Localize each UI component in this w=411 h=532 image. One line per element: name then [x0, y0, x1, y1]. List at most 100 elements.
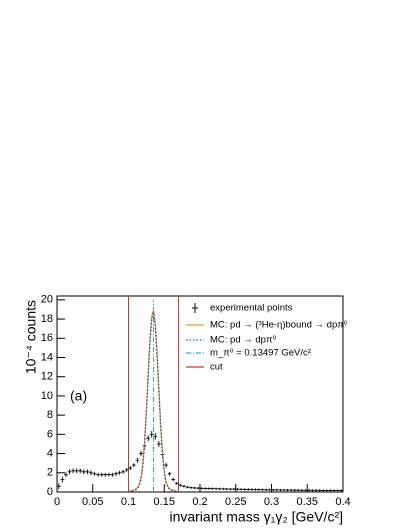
data-point	[264, 488, 268, 491]
data-point	[221, 487, 226, 491]
data-point	[203, 487, 208, 490]
data-point	[321, 489, 326, 492]
x-tick-label: 0.25	[225, 496, 246, 508]
y-tick-label: 20	[41, 294, 53, 306]
data-point	[246, 488, 251, 491]
data-point	[325, 489, 329, 492]
x-tick-label: 0.35	[297, 496, 318, 508]
data-point	[310, 489, 315, 492]
data-point	[171, 477, 175, 482]
data-point	[178, 483, 183, 487]
data-point	[167, 471, 172, 476]
data-point	[307, 489, 311, 492]
data-point	[199, 487, 204, 490]
data-point	[78, 468, 83, 474]
data-point	[103, 472, 108, 477]
data-point	[239, 488, 243, 491]
data-point	[132, 463, 136, 468]
x-tick-label: 0	[54, 496, 60, 508]
data-point	[153, 432, 158, 440]
data-point	[257, 488, 261, 491]
data-point	[332, 489, 336, 492]
data-point	[267, 488, 272, 491]
data-point	[282, 488, 286, 492]
data-point	[235, 488, 240, 491]
data-point	[128, 466, 133, 470]
data-point	[71, 468, 75, 474]
data-point	[217, 487, 222, 490]
data-point	[335, 489, 340, 492]
x-tick-label: 0.3	[264, 496, 279, 508]
data-point	[82, 469, 86, 475]
data-point	[157, 441, 161, 447]
legend-label: experimental points	[210, 303, 293, 314]
data-point	[210, 487, 215, 490]
legend-label: cut	[210, 362, 223, 373]
x-tick-label: 0.05	[82, 496, 103, 508]
data-point	[124, 467, 129, 472]
data-point	[225, 487, 229, 491]
data-point	[296, 489, 301, 492]
data-point	[289, 488, 293, 492]
data-point	[253, 488, 258, 491]
x-axis-title: invariant mass γ₁γ₂ [GeV/c²]	[169, 509, 343, 525]
data-point	[96, 472, 100, 477]
legend-label: MC: pd → (³He-η)bound → dpπ⁰	[210, 320, 348, 331]
data-point	[149, 430, 154, 438]
data-point	[121, 469, 125, 474]
data-point	[278, 488, 283, 492]
mc-curve	[128, 309, 179, 493]
y-tick-label: 18	[41, 313, 53, 325]
data-point	[185, 486, 190, 489]
data-point	[339, 489, 344, 492]
x-tick-label: 0.4	[335, 496, 350, 508]
data-point	[107, 472, 111, 477]
data-point	[271, 488, 276, 492]
data-point	[228, 487, 233, 491]
y-tick-label: 12	[41, 371, 53, 383]
data-point	[56, 483, 61, 490]
y-tick-label: 6	[47, 428, 53, 440]
x-tick-label: 0.15	[154, 496, 175, 508]
data-point	[292, 489, 297, 492]
x-tick-label: 0.2	[192, 496, 207, 508]
data-point	[139, 451, 143, 456]
data-point	[67, 469, 72, 475]
data-point	[117, 470, 122, 475]
data-point	[285, 488, 290, 492]
x-tick-label: 0.1	[121, 496, 136, 508]
data-point	[328, 489, 333, 492]
data-point	[242, 488, 247, 491]
data-point	[174, 481, 179, 485]
data-point	[303, 489, 308, 492]
data-point	[214, 487, 218, 490]
legend-label: MC: pd → dpπ⁰	[210, 335, 277, 346]
data-point	[146, 435, 150, 442]
data-point	[207, 487, 211, 490]
data-point	[232, 487, 236, 491]
data-point	[189, 486, 193, 489]
data-point	[74, 468, 79, 474]
data-point	[317, 489, 322, 492]
data-point	[192, 486, 197, 490]
data-point	[89, 470, 93, 476]
legend-label: m_π⁰ = 0.13497 GeV/c²	[210, 348, 311, 359]
data-point	[300, 489, 304, 492]
data-point	[250, 488, 254, 491]
y-tick-label: 0	[47, 486, 53, 498]
data-point	[196, 487, 201, 490]
y-tick-label: 2	[47, 467, 53, 479]
data-point	[64, 472, 68, 478]
data-point	[275, 488, 279, 492]
data-point	[182, 485, 186, 488]
y-tick-label: 14	[41, 351, 53, 363]
data-point	[60, 476, 65, 483]
data-point	[135, 457, 140, 463]
data-point	[314, 489, 318, 492]
panel-label: (a)	[70, 388, 87, 404]
y-tick-label: 10	[41, 390, 53, 402]
y-axis-title: 10⁻⁴ counts	[23, 300, 39, 374]
data-point	[114, 471, 118, 476]
data-point	[85, 469, 90, 475]
